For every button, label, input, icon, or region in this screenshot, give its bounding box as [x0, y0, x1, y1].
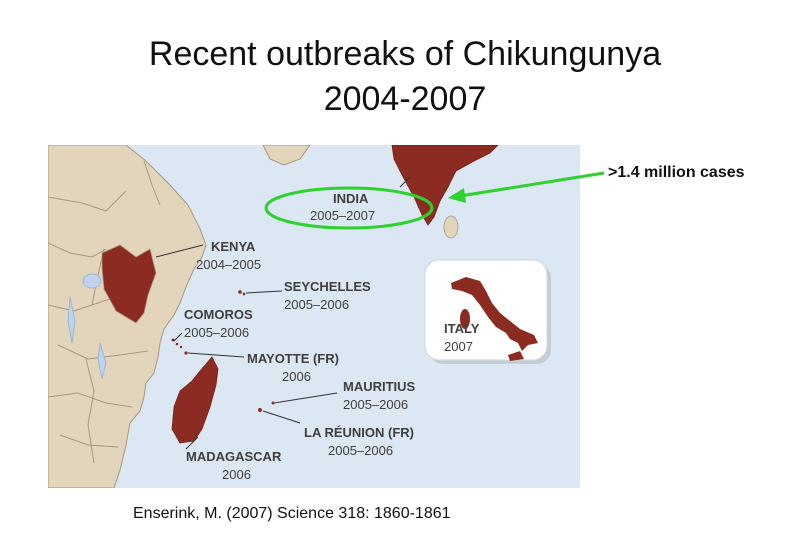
comoros-years: 2005–2006: [184, 325, 249, 340]
sardinia-shape: [460, 309, 470, 329]
seychelles-label: SEYCHELLES: [284, 279, 371, 294]
mayotte-years: 2006: [282, 369, 311, 384]
kenya-years: 2004–2005: [196, 257, 261, 272]
outbreak-labels: INDIA 2005–2007 KENYA 2004–2005 SEYCHELL…: [184, 191, 416, 482]
arabia-landmass: [262, 145, 311, 166]
kenya-outbreak-region: [101, 244, 157, 324]
india-highlight-oval: [264, 186, 434, 230]
madagascar-label: MADAGASCAR: [186, 449, 282, 464]
sri-lanka-landmass: [443, 215, 459, 239]
kenya-label: KENYA: [211, 239, 256, 254]
mayotte-label: MAYOTTE (FR): [247, 351, 339, 366]
india-years: 2005–2007: [310, 208, 375, 223]
seychelles-years: 2005–2006: [284, 297, 349, 312]
sicily-shape: [508, 351, 524, 361]
mauritius-years: 2005–2006: [343, 397, 408, 412]
outbreak-map: ITALY 2007 INDIA 2005–2007 KENYA 2004–20…: [48, 145, 580, 488]
india-outbreak-region: [391, 145, 499, 226]
italy-years: 2007: [444, 339, 473, 354]
india-label: INDIA: [333, 191, 369, 206]
madagascar-outbreak-region: [171, 356, 219, 444]
leader-lines: [155, 176, 411, 450]
mauritius-label: MAURITIUS: [343, 379, 416, 394]
title-line-1: Recent outbreaks of Chikungunya: [148, 35, 662, 73]
la-reunion-label: LA RÉUNION (FR): [304, 425, 414, 440]
italy-inset: ITALY 2007: [424, 259, 551, 364]
madagascar-years: 2006: [222, 467, 251, 482]
la-reunion-years: 2005–2006: [328, 443, 393, 458]
case-count-callout: >1.4 million cases: [608, 164, 745, 181]
title-line-2: 2004-2007: [323, 80, 487, 118]
italy-label: ITALY: [444, 321, 480, 336]
slide-title: Recent outbreaks of Chikungunya 2004-200…: [0, 32, 810, 122]
comoros-label: COMOROS: [184, 307, 253, 322]
citation: Enserink, M. (2007) Science 318: 1860-18…: [133, 505, 451, 522]
italy-outbreak-region: [451, 277, 538, 351]
